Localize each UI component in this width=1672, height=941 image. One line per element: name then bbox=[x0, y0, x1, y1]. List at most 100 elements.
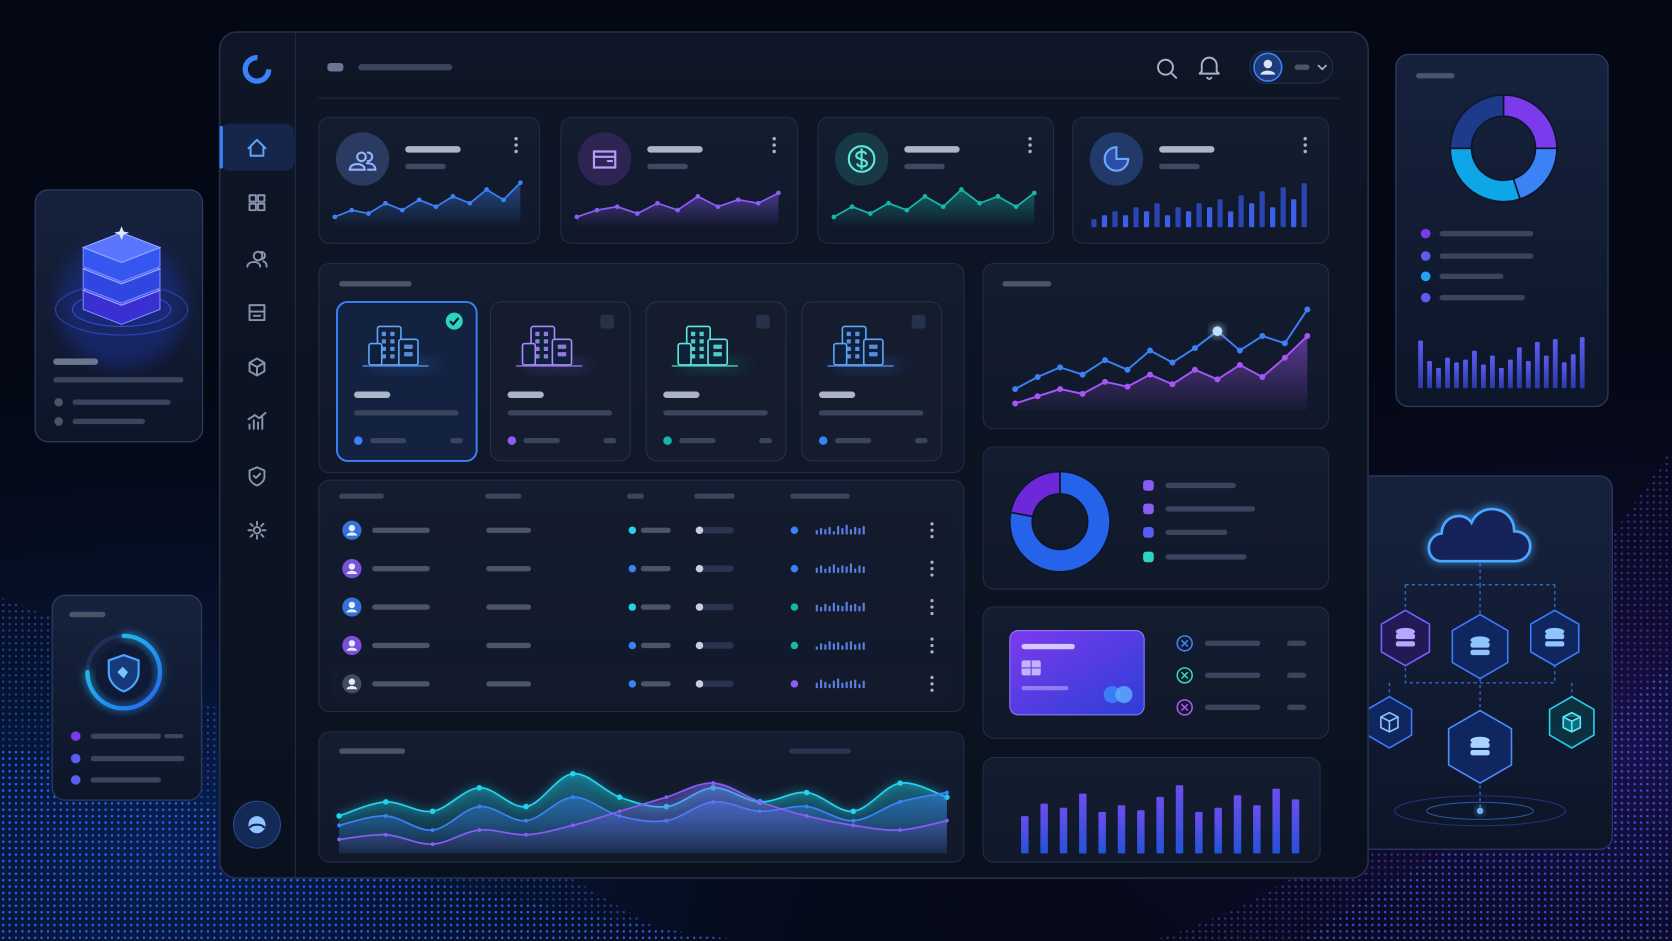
menu-dot bbox=[1303, 149, 1307, 154]
status-dot bbox=[818, 436, 828, 445]
mini-bar bbox=[849, 641, 852, 650]
placeholder-text bbox=[694, 493, 735, 499]
nav-item[interactable] bbox=[248, 194, 266, 212]
panel bbox=[982, 446, 1330, 590]
wave-point bbox=[524, 818, 529, 823]
mini-bar bbox=[824, 568, 827, 573]
mini-bar bbox=[824, 529, 827, 535]
nav-item[interactable] bbox=[247, 520, 267, 540]
bar bbox=[1463, 359, 1468, 389]
line-point bbox=[1236, 361, 1243, 368]
placeholder-text bbox=[1165, 506, 1256, 512]
status-icon-mark bbox=[1180, 671, 1189, 680]
building-icon bbox=[677, 342, 692, 366]
placeholder-text bbox=[1159, 146, 1215, 153]
placeholder-text bbox=[627, 493, 645, 499]
building-window bbox=[699, 339, 704, 344]
toggle bbox=[695, 527, 734, 534]
bar bbox=[1217, 199, 1223, 228]
property-card[interactable] bbox=[335, 300, 478, 462]
nav-item[interactable] bbox=[248, 466, 266, 487]
mini-bar bbox=[815, 530, 818, 535]
placeholder-text bbox=[72, 399, 171, 405]
status-dot bbox=[790, 641, 799, 650]
row-avatar-head bbox=[348, 563, 356, 570]
placeholder-text bbox=[358, 64, 453, 71]
mini-bar bbox=[841, 645, 844, 650]
line-point bbox=[1304, 306, 1311, 313]
legend-dot bbox=[1420, 292, 1431, 303]
wave-point bbox=[850, 808, 857, 815]
check-badge bbox=[445, 312, 463, 330]
wave-point bbox=[664, 795, 669, 800]
mini-bar bbox=[832, 602, 835, 612]
avatar-head bbox=[1263, 59, 1273, 69]
bar bbox=[1059, 807, 1068, 854]
building-window bbox=[390, 346, 395, 352]
menu-dot bbox=[1028, 149, 1032, 154]
wave-point bbox=[616, 794, 623, 800]
mini-bar bbox=[820, 565, 823, 573]
sparkline-point bbox=[518, 180, 523, 186]
user-icon bbox=[248, 823, 266, 829]
property-card[interactable] bbox=[489, 301, 631, 462]
wave-point bbox=[851, 823, 856, 828]
mini-bar bbox=[862, 680, 865, 689]
bar bbox=[1249, 203, 1255, 228]
bar bbox=[1427, 361, 1432, 389]
sparkline-point bbox=[349, 207, 355, 213]
nav-icon bbox=[247, 411, 267, 430]
menu-dot bbox=[514, 143, 518, 147]
nav-item[interactable] bbox=[246, 250, 268, 268]
wave-point bbox=[336, 813, 342, 819]
sparkline-point bbox=[904, 207, 910, 213]
database-icon bbox=[1470, 636, 1490, 644]
placeholder-text bbox=[759, 437, 773, 444]
placeholder-text bbox=[904, 163, 945, 170]
placeholder-text bbox=[372, 527, 430, 533]
nav-item[interactable] bbox=[248, 304, 266, 322]
mini-bar bbox=[820, 643, 823, 650]
bar bbox=[1561, 362, 1567, 389]
bar bbox=[1133, 207, 1139, 228]
placeholder-text bbox=[640, 527, 671, 533]
mini-bar bbox=[845, 642, 848, 650]
building-window bbox=[869, 352, 878, 357]
nav-item-active[interactable] bbox=[220, 123, 295, 171]
nav-icon bbox=[247, 138, 267, 157]
sparkline-point bbox=[655, 200, 660, 206]
building-window bbox=[390, 354, 395, 359]
nav-item[interactable] bbox=[248, 357, 266, 377]
database-icon bbox=[1470, 736, 1490, 745]
menu-dot bbox=[930, 611, 934, 616]
menu-dot bbox=[930, 535, 934, 539]
toggle bbox=[695, 603, 734, 611]
row-avatar-body bbox=[346, 570, 358, 574]
nav-item[interactable] bbox=[247, 138, 267, 157]
bar bbox=[1507, 359, 1513, 389]
line-point bbox=[1147, 371, 1153, 378]
wave-point bbox=[570, 823, 575, 828]
placeholder-text bbox=[485, 493, 522, 499]
status-dot bbox=[663, 436, 672, 445]
mini-bar bbox=[832, 531, 835, 535]
property-card[interactable] bbox=[801, 301, 943, 462]
property-card[interactable] bbox=[645, 301, 787, 462]
line-point bbox=[1212, 326, 1223, 336]
legend-dot bbox=[1420, 251, 1431, 261]
mini-bar bbox=[815, 604, 818, 612]
bar bbox=[1291, 199, 1297, 228]
status-icon bbox=[1176, 699, 1193, 716]
mini-bar bbox=[858, 528, 861, 535]
row-avatar-head bbox=[348, 524, 356, 532]
bar bbox=[1091, 219, 1097, 228]
bar bbox=[1164, 215, 1171, 228]
nav-item[interactable] bbox=[247, 411, 267, 430]
menu-dot bbox=[514, 149, 518, 154]
sparkline bbox=[833, 188, 1035, 218]
mini-bar bbox=[828, 527, 831, 535]
kpi-icon bbox=[1103, 146, 1130, 172]
building-window bbox=[543, 346, 549, 352]
wave-point bbox=[383, 832, 388, 837]
bar bbox=[1516, 347, 1522, 389]
